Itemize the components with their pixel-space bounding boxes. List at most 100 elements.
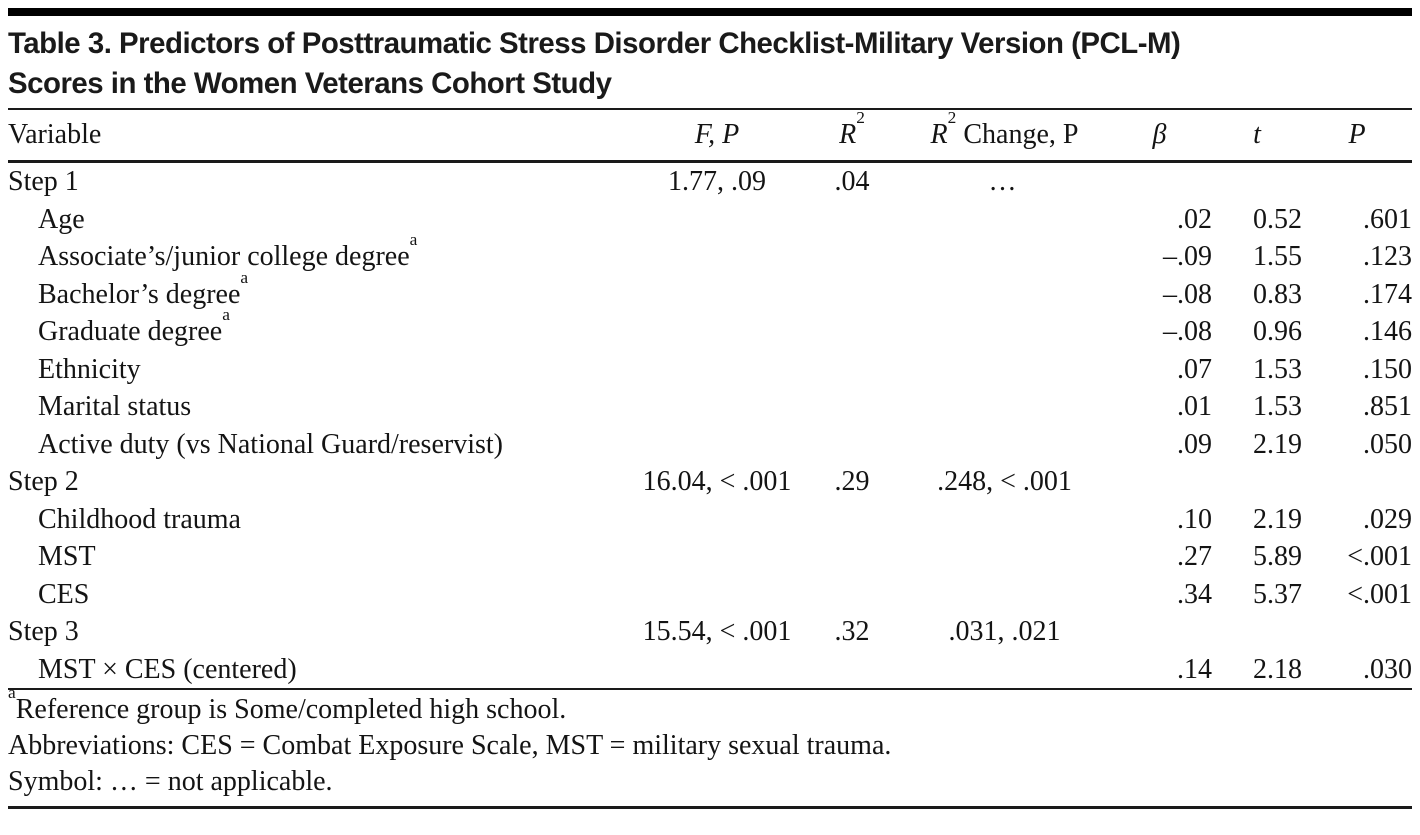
footnote-reference-group: aReference group is Some/completed high … (8, 684, 1412, 728)
cell-variable: Age (8, 201, 632, 239)
footnote-text: Abbreviations: CES = Combat Exposure Sca… (8, 730, 892, 761)
cell-f-p: 15.54, < .001 (642, 616, 792, 647)
table-row-mst-x-ces: MST × CES (centered) .14 2.18 .030 (8, 651, 1412, 690)
cell-p: .601 (1363, 203, 1412, 235)
cell-p: .050 (1363, 428, 1412, 460)
row-label: Marital status (38, 391, 192, 422)
table-row-step3: Step 3 15.54, < .001 .32 .031, .021 (8, 613, 1412, 651)
cell-f-p: 1.77, .09 (668, 166, 766, 197)
cell-r2-change (902, 238, 1107, 276)
table-row-graduate-degree: Graduate degreea –.08 0.96 .146 (8, 306, 1412, 351)
footnote-abbreviations: Abbreviations: CES = Combat Exposure Sca… (8, 728, 1412, 764)
cell-p: .029 (1363, 503, 1412, 535)
cell-r2-change (902, 501, 1107, 539)
table-title-line1: Table 3. Predictors of Posttraumatic Str… (8, 27, 1181, 60)
cell-beta: .07 (1177, 353, 1212, 385)
cell-r2 (802, 576, 902, 614)
row-label: MST × CES (centered) (38, 653, 297, 685)
cell-r2-change (902, 313, 1107, 351)
cell-beta: –.08 (1163, 278, 1212, 310)
cell-f-p (632, 276, 802, 314)
cell-r2-change (902, 276, 1107, 314)
cell-beta: .14 (1177, 653, 1212, 685)
cell-r2 (802, 238, 902, 276)
row-label: Associate’s/junior college degree (38, 241, 410, 272)
r2c-sup: 2 (947, 108, 957, 128)
cell-t: 1.53 (1253, 391, 1302, 422)
cell-variable: Step 3 (8, 613, 632, 651)
row-label: Bachelor’s degree (38, 278, 241, 310)
cell-p: <.001 (1347, 578, 1412, 610)
table-row-ces: CES .34 5.37 <.001 (8, 576, 1412, 614)
footnote-marker: a (222, 305, 230, 325)
header-row: Variable F, P R2 R2 Change, P β t P (8, 108, 1412, 163)
cell-r2-change (902, 426, 1107, 464)
r2c-rest: Change, P (956, 119, 1079, 150)
cell-t: 0.83 (1253, 278, 1302, 310)
cell-t: 1.55 (1253, 241, 1302, 272)
cell-variable: Bachelor’s degreea (8, 268, 632, 314)
cell-variable: Active duty (vs National Guard/reservist… (8, 426, 632, 464)
table-row-associates-degree: Associate’s/junior college degreea –.09 … (8, 231, 1412, 276)
table-footnotes: aReference group is Some/completed high … (8, 684, 1412, 809)
table-row-step1: Step 1 1.77, .09 .04 … (8, 162, 1412, 201)
cell-t: 2.18 (1253, 653, 1302, 685)
cell-p: .150 (1363, 353, 1412, 385)
cell-f-p (632, 313, 802, 351)
footnote-marker: a (8, 683, 16, 703)
table-header: Variable F, P R2 R2 Change, P β t P (8, 108, 1412, 163)
cell-r2 (802, 501, 902, 539)
cell-beta: .27 (1177, 541, 1212, 572)
cell-p (1302, 613, 1412, 651)
journal-table-page: Table 3. Predictors of Posttraumatic Str… (0, 8, 1420, 809)
table-row-ethnicity: Ethnicity .07 1.53 .150 (8, 351, 1412, 389)
table-row-mst: MST .27 5.89 <.001 (8, 538, 1412, 576)
cell-t: 1.53 (1253, 353, 1302, 385)
cell-variable: Childhood trauma (8, 501, 632, 539)
r2-sup: 2 (856, 108, 865, 128)
cell-beta (1107, 162, 1212, 201)
cell-p: <.001 (1347, 541, 1412, 572)
cell-r2 (802, 351, 902, 389)
row-label: MST (38, 541, 96, 572)
regression-table: Variable F, P R2 R2 Change, P β t P Step… (8, 108, 1412, 690)
col-header-f-p: F, P (632, 110, 802, 163)
cell-f-p (632, 388, 802, 426)
cell-beta: .34 (1177, 578, 1212, 610)
table-title: Table 3. Predictors of Posttraumatic Str… (8, 24, 1412, 110)
cell-beta: –.09 (1163, 241, 1212, 272)
row-label: Age (38, 203, 85, 235)
col-header-r2: R2 (802, 108, 902, 163)
cell-r2 (802, 426, 902, 464)
cell-r2-change (902, 201, 1107, 239)
cell-t: 2.19 (1253, 428, 1302, 460)
cell-t: 5.89 (1253, 541, 1302, 572)
row-label: Ethnicity (38, 353, 141, 385)
cell-t: 0.96 (1253, 316, 1302, 347)
table-row-bachelors-degree: Bachelor’s degreea –.08 0.83 .174 (8, 268, 1412, 314)
cell-p: .851 (1363, 391, 1412, 422)
table-title-line2: Scores in the Women Veterans Cohort Stud… (8, 67, 612, 100)
cell-variable: Associate’s/junior college degreea (8, 231, 632, 276)
col-header-t: t (1212, 110, 1302, 163)
cell-r2-change: .031, .021 (948, 616, 1061, 647)
cell-p: .174 (1363, 278, 1412, 310)
cell-t (1212, 613, 1302, 651)
cell-variable: MST (8, 538, 632, 576)
row-label: Active duty (vs National Guard/reservist… (38, 428, 503, 460)
cell-variable: MST × CES (centered) (8, 651, 632, 690)
cell-variable: CES (8, 576, 632, 614)
cell-t (1212, 162, 1302, 201)
cell-beta: .10 (1177, 503, 1212, 535)
table-body: Step 1 1.77, .09 .04 … Age .02 0.52 .601… (8, 162, 1412, 690)
cell-p: .030 (1363, 653, 1412, 685)
cell-r2-change: … (988, 166, 1021, 197)
cell-variable: Graduate degreea (8, 306, 632, 351)
cell-r2-change (902, 576, 1107, 614)
cell-variable: Step 2 (8, 463, 632, 501)
cell-r2 (802, 651, 902, 690)
table-row-childhood-trauma: Childhood trauma .10 2.19 .029 (8, 501, 1412, 539)
table-row-active-duty: Active duty (vs National Guard/reservist… (8, 426, 1412, 464)
cell-beta (1107, 463, 1212, 501)
cell-r2 (802, 388, 902, 426)
